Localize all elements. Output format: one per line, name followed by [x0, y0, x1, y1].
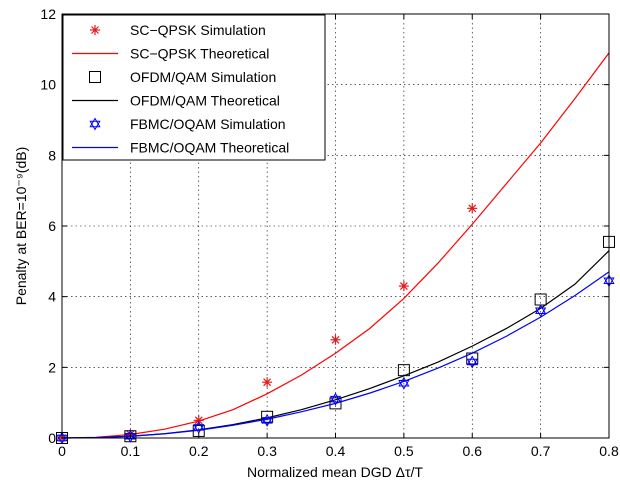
legend-marker-swatch [89, 117, 101, 131]
legend-item: OFDM/QAM Simulation [89, 69, 276, 85]
data-point [262, 377, 273, 388]
series-1 [61, 52, 610, 439]
legend: SC−QPSK Simulation SC−QPSK Theoretical OFD… [62, 14, 326, 161]
x-tick-label: 0.4 [326, 443, 346, 459]
series-5 [61, 271, 610, 439]
series-line [61, 52, 610, 439]
data-point [534, 304, 547, 318]
legend-label: SC−QPSK Theoretical [130, 46, 269, 62]
x-tick-label: 0.2 [189, 443, 209, 459]
x-tick-label: 0.8 [599, 443, 619, 459]
x-tick-label: 0.5 [394, 443, 414, 459]
data-point [329, 397, 342, 410]
legend-marker-swatch [90, 25, 100, 35]
x-tick-label: 0.7 [531, 443, 551, 459]
y-tick-labels: 0 2 4 6 8 10 12 [40, 6, 56, 446]
legend-item: FBMC/OQAM Theoretical [72, 140, 289, 156]
legend-label: SC−QPSK Simulation [130, 22, 266, 38]
legend-label: FBMC/OQAM Theoretical [130, 140, 289, 156]
x-tick-label: 0.1 [121, 443, 141, 459]
y-axis-label: Penalty at BER=10⁻⁹(dB) [13, 147, 29, 306]
y-tick-label: 8 [48, 147, 56, 163]
data-point [330, 334, 341, 345]
data-point [466, 355, 478, 369]
legend-item: FBMC/OQAM Simulation [89, 116, 286, 132]
x-axis-label: Normalized mean DGD Δτ/T [247, 464, 423, 480]
x-tick-label: 0 [58, 443, 66, 459]
data-point [329, 392, 342, 406]
y-tick-label: 0 [48, 430, 56, 446]
legend-item: SC−QPSK Theoretical [72, 46, 269, 62]
legend-label: OFDM/QAM Simulation [130, 69, 276, 85]
legend-item: SC−QPSK Simulation [90, 22, 266, 38]
y-tick-label: 2 [48, 359, 56, 375]
legend-item: OFDM/QAM Theoretical [72, 93, 280, 109]
legend-marker-swatch [89, 71, 101, 83]
legend-box [62, 14, 326, 161]
x-tick-labels: 0 0.1 0.2 0.3 0.4 0.5 0.6 0.7 0.8 [58, 443, 619, 459]
y-tick-label: 4 [48, 289, 56, 305]
y-tick-label: 6 [48, 218, 56, 234]
data-point [467, 203, 478, 214]
legend-label: OFDM/QAM Theoretical [130, 93, 280, 109]
data-point [398, 281, 409, 292]
x-tick-label: 0.3 [257, 443, 277, 459]
y-tick-label: 10 [40, 77, 56, 93]
legend-label: FBMC/OQAM Simulation [130, 116, 286, 132]
series-line [61, 271, 610, 439]
x-tick-label: 0.6 [463, 443, 483, 459]
y-tick-label: 12 [40, 6, 56, 22]
